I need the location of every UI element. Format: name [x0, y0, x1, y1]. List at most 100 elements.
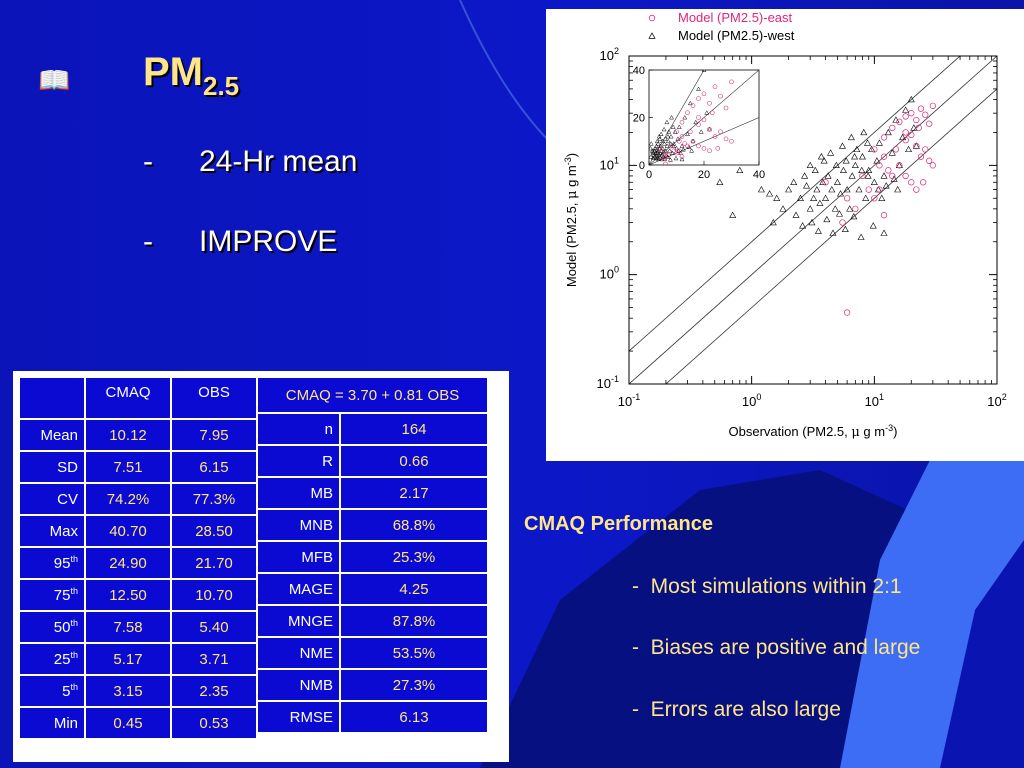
east-point-marker — [892, 146, 900, 153]
west-point-marker — [860, 128, 868, 136]
header-cmaq: CMAQ — [84, 376, 172, 420]
west-point-marker — [736, 166, 744, 174]
metric-row: MFB 25.3% — [256, 540, 489, 574]
east-point-marker — [876, 162, 883, 169]
metrics-header-row: CMAQ = 3.70 + 0.81 OBS — [256, 376, 489, 414]
west-point-marker — [828, 185, 836, 193]
tick-exponent: -1 — [611, 374, 619, 384]
tick-base: 10 — [600, 48, 614, 63]
west-point-marker — [806, 161, 814, 169]
ordinal-suffix: th — [70, 682, 78, 692]
legend-west-marker — [648, 32, 656, 39]
metric-row: RMSE 6.13 — [256, 700, 489, 734]
inset-east-marker — [701, 146, 707, 151]
inset-east-marker — [718, 129, 723, 135]
cmaq-value: 0.45 — [84, 706, 172, 740]
inset-west-marker — [649, 141, 654, 146]
west-point-marker — [808, 218, 816, 226]
west-point-marker — [773, 194, 781, 201]
chart-legend: Model (PM2.5)-east Model (PM2.5)-west — [648, 10, 795, 43]
west-point-marker — [801, 172, 809, 179]
cmaq-value: 7.58 — [84, 610, 172, 644]
east-point-marker — [929, 102, 937, 109]
inset-east-marker — [707, 148, 712, 154]
west-point-marker — [827, 149, 835, 156]
east-point-marker — [871, 146, 878, 153]
stats-corner-cell — [18, 376, 86, 420]
metric-row: MNGE 87.8% — [256, 604, 489, 638]
obs-value: 2.35 — [170, 674, 258, 708]
west-point-marker — [810, 194, 818, 201]
inset-east-marker — [729, 79, 734, 85]
stat-label: 95th — [18, 546, 86, 580]
inset-west-marker — [658, 143, 663, 148]
inset-east-marker — [676, 148, 682, 154]
inset-east-marker — [657, 146, 663, 151]
west-point-marker — [779, 205, 787, 212]
axis-title-exponent: -3 — [563, 157, 573, 165]
inset-east-marker — [707, 127, 712, 132]
east-point-marker — [917, 153, 925, 160]
metric-value: 164 — [339, 412, 489, 446]
inset-west-marker — [693, 119, 699, 125]
west-point-marker — [875, 139, 883, 146]
inset-west-marker — [686, 144, 692, 150]
metric-label: R — [256, 444, 341, 478]
two-to-one-line — [629, 56, 961, 352]
metric-value: 53.5% — [339, 636, 489, 670]
one-to-two-line — [665, 88, 997, 384]
tick-exponent: 0 — [614, 265, 619, 275]
inset-west-marker — [701, 70, 707, 72]
obs-value: 3.71 — [170, 642, 258, 676]
cmaq-value: 10.12 — [84, 418, 172, 452]
inset-east-marker — [701, 117, 707, 123]
inset-east-marker — [679, 154, 685, 159]
performance-title: CMAQ Performance — [524, 513, 713, 535]
inset-west-marker — [654, 152, 660, 158]
east-point-marker — [913, 116, 920, 124]
stats-row: CV 74.2% 77.3% — [18, 482, 258, 516]
west-point-marker — [729, 211, 737, 218]
east-point-marker — [843, 309, 851, 316]
tick-exponent: 1 — [879, 392, 884, 402]
inset-west-marker — [680, 147, 686, 152]
inset-west-marker — [668, 133, 674, 139]
inset-west-marker — [671, 141, 677, 146]
west-point-marker — [817, 153, 825, 160]
inset-west-marker — [671, 143, 676, 148]
inset-west-marker — [660, 153, 666, 159]
inset-y-tick-label: 0 — [639, 160, 645, 172]
east-point-marker — [913, 186, 920, 193]
one-to-one-line — [629, 56, 997, 384]
metric-value: 6.13 — [339, 700, 489, 734]
stats-row: Max 40.70 28.50 — [18, 514, 258, 548]
stat-label: 75th — [18, 578, 86, 612]
cmaq-value: 12.50 — [84, 578, 172, 612]
west-point-marker — [884, 128, 892, 136]
east-point-marker — [859, 172, 866, 180]
west-point-marker — [878, 194, 886, 201]
inset-east-marker — [682, 141, 688, 146]
metric-label: MB — [256, 476, 341, 510]
west-point-marker — [799, 222, 807, 229]
performance-bullet-2: - Biases are positive and large — [632, 636, 921, 659]
x-tick-label: 100 — [742, 392, 761, 409]
ordinal-suffix: th — [70, 586, 78, 596]
tick-base: 10 — [987, 394, 1001, 409]
stat-label: Mean — [18, 418, 86, 452]
inset-west-marker — [663, 148, 668, 153]
inset-x-tick-label: 20 — [698, 169, 710, 181]
west-point-marker — [757, 185, 765, 193]
tick-base: 10 — [597, 376, 611, 391]
west-point-marker — [829, 229, 837, 236]
cmaq-value: 74.2% — [84, 482, 172, 516]
west-point-marker — [882, 182, 890, 189]
west-point-marker — [850, 212, 858, 220]
inset-east-marker — [701, 91, 707, 97]
tick-exponent: 0 — [756, 392, 761, 402]
obs-value: 77.3% — [170, 482, 258, 516]
east-point-marker — [902, 172, 909, 180]
east-point-marker — [929, 162, 937, 169]
inset-x-tick-label: 40 — [753, 169, 765, 181]
inset-west-marker — [704, 110, 710, 115]
